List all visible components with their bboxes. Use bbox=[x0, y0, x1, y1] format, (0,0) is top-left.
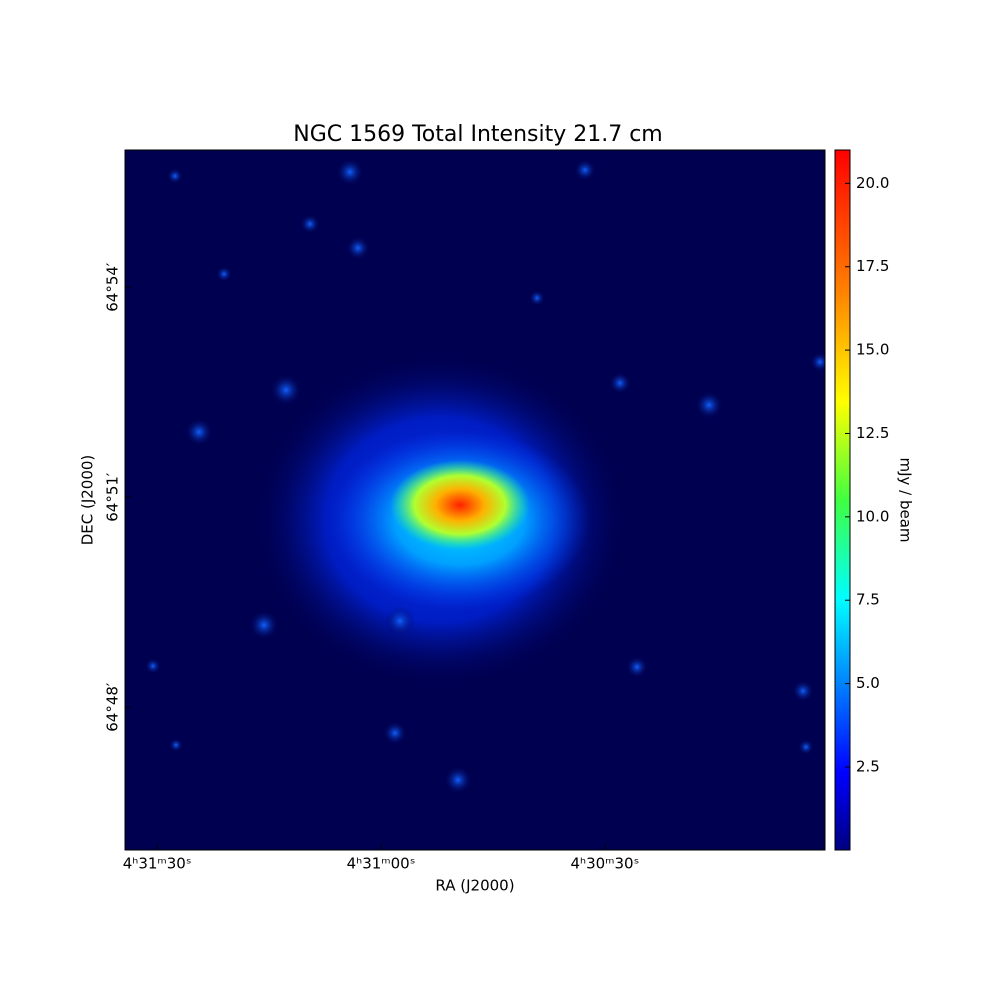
colorbar-tick-label: 7.5 bbox=[856, 591, 880, 609]
colorbar-tick-label: 12.5 bbox=[856, 424, 889, 442]
colorbar-tick-label: 20.0 bbox=[856, 174, 889, 192]
x-tick-label: 4ʰ31ᵐ30ˢ bbox=[123, 855, 192, 873]
y-tick-label: 64°51′ bbox=[104, 472, 122, 522]
intensity-image bbox=[125, 150, 825, 850]
x-tick-label: 4ʰ30ᵐ30ˢ bbox=[570, 855, 639, 873]
colorbar bbox=[834, 149, 851, 851]
colorbar-label: mJy / beam bbox=[897, 457, 915, 542]
colorbar-tick-label: 2.5 bbox=[856, 757, 880, 775]
y-axis-label: DEC (J2000) bbox=[79, 455, 97, 546]
y-tick-label: 64°54′ bbox=[104, 262, 122, 312]
x-tick-label: 4ʰ31ᵐ00ˢ bbox=[347, 855, 416, 873]
x-axis-label: RA (J2000) bbox=[435, 877, 514, 895]
y-tick-label: 64°48′ bbox=[104, 682, 122, 732]
colorbar-tick-label: 17.5 bbox=[856, 257, 889, 275]
chart-title: NGC 1569 Total Intensity 21.7 cm bbox=[293, 122, 662, 147]
plot-frame bbox=[124, 149, 826, 851]
colorbar-tick-label: 5.0 bbox=[856, 674, 880, 692]
colorbar-tick-label: 15.0 bbox=[856, 341, 889, 359]
colorbar-tick-label: 10.0 bbox=[856, 507, 889, 525]
